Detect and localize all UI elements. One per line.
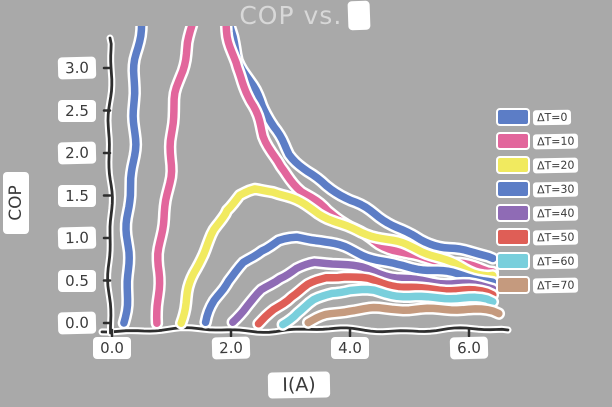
ytick-2.5: 2.5 [58,100,96,122]
legend-item-dt20: ΔT=20 [496,156,579,174]
legend-swatch-icon [496,228,530,246]
legend-label: ΔT=50 [532,229,579,245]
x-axis-spine [100,326,510,334]
legend-item-dt30: ΔT=30 [496,180,579,198]
series-line-T60 [279,285,497,329]
xtick-6.0: 6.0 [449,336,489,360]
ytick-3.0: 3.0 [57,56,97,80]
chart-title: COP vs. I [150,0,460,31]
legend-item-dt40: ΔT=40 [496,204,579,222]
series-group [117,26,506,331]
chart-title-obscured-text: I [347,0,372,31]
legend-item-dt0: ΔT=0 [496,108,578,126]
series-line-T20 [177,185,497,327]
ytick-2.0: 2.0 [57,141,97,165]
series-line-T40 [229,258,497,326]
legend-label: ΔT=0 [532,109,572,125]
series-line-T50 [254,273,497,328]
legend-label: ΔT=60 [532,253,579,269]
legend-swatch-icon [496,180,530,198]
xtick-4.0: 4.0 [331,337,369,359]
legend-item-dt10: ΔT=10 [496,132,579,150]
legend-swatch-icon [496,252,530,270]
legend-label: ΔT=40 [532,205,579,221]
legend-item-dt60: ΔT=60 [496,252,579,270]
ytick-1.0: 1.0 [57,226,97,250]
legend-label: ΔT=30 [532,181,579,197]
xtick-2.0: 2.0 [211,336,251,360]
y-axis-spine [106,36,114,335]
legend-item-dt70: ΔT=70 [496,276,579,294]
xtick-0.0: 0.0 [93,337,131,359]
series-line-T70 [304,303,503,327]
legend-label: ΔT=20 [532,157,579,173]
legend-swatch-icon [496,204,530,222]
ytick-0.5: 0.5 [58,270,96,292]
x-axis-label: I(A) [267,371,331,399]
legend-swatch-icon [496,108,530,126]
legend-swatch-icon [496,132,530,150]
legend-label: ΔT=10 [532,133,579,149]
ytick-1.5: 1.5 [58,185,96,207]
legend-swatch-icon [496,156,530,174]
legend-label: ΔT=70 [532,277,579,293]
series-line-T0 [120,26,497,327]
ytick-0.0: 0.0 [57,311,97,335]
y-axis-label-text: COP [6,185,27,221]
chart-title-text: COP vs. [239,1,343,30]
legend: ΔT=0 ΔT=10 ΔT=20 ΔT=30 ΔT=40 ΔT=50 ΔT=60 [496,108,579,294]
series-line-T30 [201,233,497,327]
axes [98,34,512,338]
legend-swatch-icon [496,276,530,294]
legend-item-dt50: ΔT=50 [496,228,579,246]
y-axis-label: COP [3,172,29,234]
